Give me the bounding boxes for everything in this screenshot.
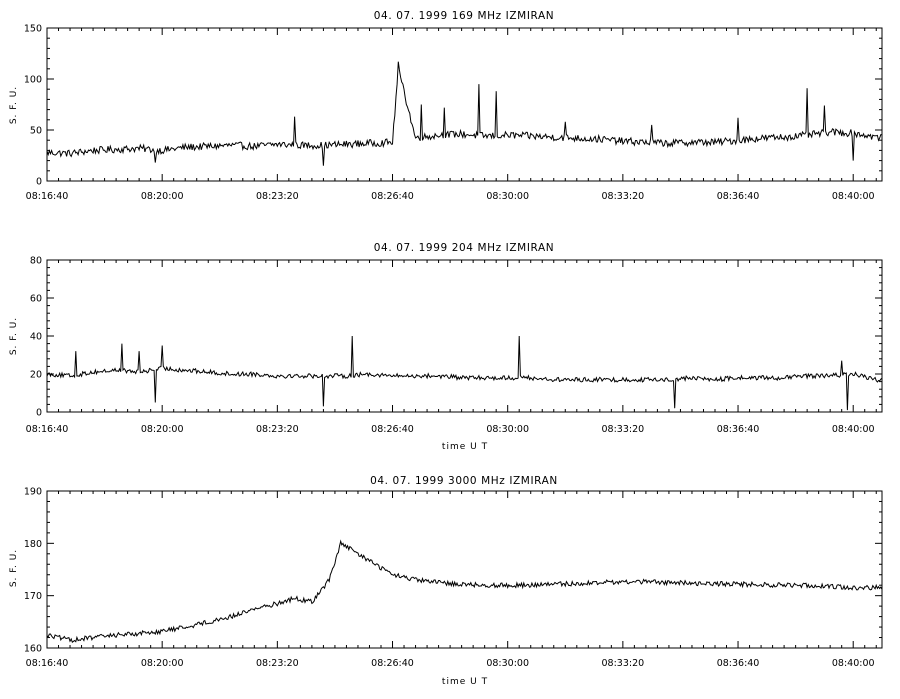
- x-tick-label: 08:23:20: [256, 191, 299, 202]
- x-tick-label: 08:30:00: [486, 424, 529, 435]
- panel-204mhz-x-axis-label: time U T: [442, 442, 488, 452]
- x-tick-label: 08:20:00: [141, 424, 184, 435]
- x-tick-label: 08:26:40: [371, 658, 414, 669]
- panel-204mhz-title: 04. 07. 1999 204 MHz IZMIRAN: [374, 242, 554, 254]
- x-tick-label: 08:16:40: [26, 658, 69, 669]
- x-tick-label: 08:30:00: [486, 191, 529, 202]
- x-tick-label: 08:26:40: [371, 424, 414, 435]
- y-tick-label: 0: [36, 177, 42, 188]
- y-tick-label: 170: [24, 591, 42, 602]
- y-tick-label: 60: [30, 294, 42, 305]
- y-tick-label: 180: [24, 539, 42, 550]
- y-tick-label: 160: [24, 644, 42, 655]
- y-tick-label: 190: [24, 487, 42, 498]
- y-tick-label: 150: [24, 24, 42, 35]
- x-tick-label: 08:33:20: [602, 424, 645, 435]
- x-tick-label: 08:40:00: [832, 191, 875, 202]
- y-tick-label: 20: [30, 370, 42, 381]
- x-tick-label: 08:40:00: [832, 658, 875, 669]
- x-tick-label: 08:36:40: [717, 424, 760, 435]
- panel-3000mhz-x-axis-label: time U T: [442, 677, 488, 687]
- y-tick-label: 80: [30, 256, 42, 267]
- y-tick-label: 50: [30, 126, 42, 137]
- x-tick-label: 08:30:00: [486, 658, 529, 669]
- y-tick-label: 100: [24, 75, 42, 86]
- x-tick-label: 08:16:40: [26, 424, 69, 435]
- x-tick-label: 08:20:00: [141, 658, 184, 669]
- x-tick-label: 08:20:00: [141, 191, 184, 202]
- panel-169mhz-title: 04. 07. 1999 169 MHz IZMIRAN: [374, 10, 554, 22]
- x-tick-label: 08:23:20: [256, 424, 299, 435]
- panel-169mhz-y-axis-label: S. F. U.: [9, 86, 19, 124]
- x-tick-label: 08:33:20: [602, 191, 645, 202]
- y-tick-label: 0: [36, 408, 42, 419]
- x-tick-label: 08:36:40: [717, 191, 760, 202]
- x-tick-label: 08:16:40: [26, 191, 69, 202]
- panel-3000mhz-title: 04. 07. 1999 3000 MHz IZMIRAN: [370, 475, 558, 487]
- x-tick-label: 08:26:40: [371, 191, 414, 202]
- panel-3000mhz-y-axis-label: S. F. U.: [9, 549, 19, 587]
- x-tick-label: 08:23:20: [256, 658, 299, 669]
- y-tick-label: 40: [30, 332, 42, 343]
- panel-204mhz-y-axis-label: S. F. U.: [9, 317, 19, 355]
- x-tick-label: 08:36:40: [717, 658, 760, 669]
- x-tick-label: 08:33:20: [602, 658, 645, 669]
- x-tick-label: 08:40:00: [832, 424, 875, 435]
